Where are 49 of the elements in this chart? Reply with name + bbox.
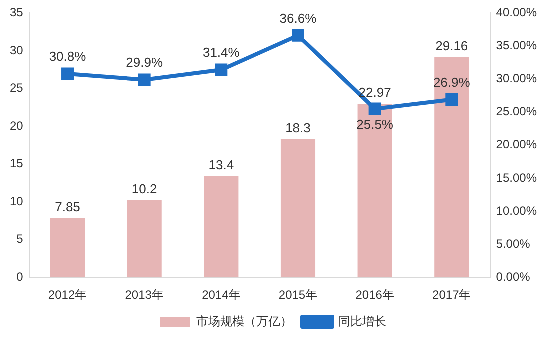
y-tick-label: 30 [10, 43, 24, 58]
y2-tick-label: 30.00% [496, 72, 538, 86]
bar [127, 200, 162, 278]
y-tick-label: 15 [10, 156, 24, 171]
data-label: 29.16 [436, 38, 468, 54]
data-label: 18.3 [286, 120, 311, 136]
y2-tick-label: 10.00% [496, 204, 538, 218]
y-tick-label: 20 [10, 118, 24, 133]
data-label: 7.85 [55, 199, 80, 214]
bar [358, 104, 392, 278]
y2-tick-label: 35.00% [496, 38, 538, 53]
bar [50, 218, 86, 278]
legend-label: 市场规模（万亿） [196, 314, 292, 328]
bar [434, 57, 470, 278]
data-label: 26.9% [433, 74, 471, 90]
x-tick-label: 2012年 [48, 288, 88, 302]
data-label: 29.9% [126, 55, 164, 70]
point [138, 74, 151, 86]
y2-tick-label: 15.00% [496, 170, 538, 185]
y2-tick-label: 40.00% [496, 6, 538, 20]
y2-tick-label: 5.00% [496, 236, 531, 251]
data-label: 36.6% [280, 10, 318, 26]
point [368, 102, 382, 116]
data-label: 30.8% [49, 49, 87, 64]
y-tick-label: 5 [16, 232, 24, 246]
y2-tick-label: 25.00% [496, 104, 538, 119]
legend-label: 同比增长 [338, 314, 386, 328]
x-tick-label: 2016年 [356, 288, 394, 302]
y-tick-label: 10 [10, 194, 24, 208]
x-tick-label: 2014年 [202, 288, 241, 302]
bar [204, 176, 239, 278]
y-tick-label: 35 [10, 6, 24, 20]
point [446, 94, 458, 106]
y2-tick-label: 0.00% [496, 270, 531, 284]
x-tick-label: 2017年 [432, 288, 472, 302]
y-tick-label: 0 [16, 270, 24, 284]
data-label: 22.97 [358, 85, 392, 100]
data-label: 31.4% [202, 45, 240, 60]
data-label: 25.5% [356, 117, 394, 132]
bar [280, 139, 316, 278]
data-label: 10.2 [132, 182, 158, 197]
point [292, 29, 304, 42]
point [62, 68, 74, 80]
y-tick-label: 25 [10, 81, 24, 96]
point [215, 64, 228, 76]
data-label: 13.4 [208, 157, 234, 172]
x-tick-label: 2015年 [278, 288, 318, 302]
y2-tick-label: 20.00% [496, 138, 538, 152]
x-tick-label: 2013年 [125, 288, 164, 302]
